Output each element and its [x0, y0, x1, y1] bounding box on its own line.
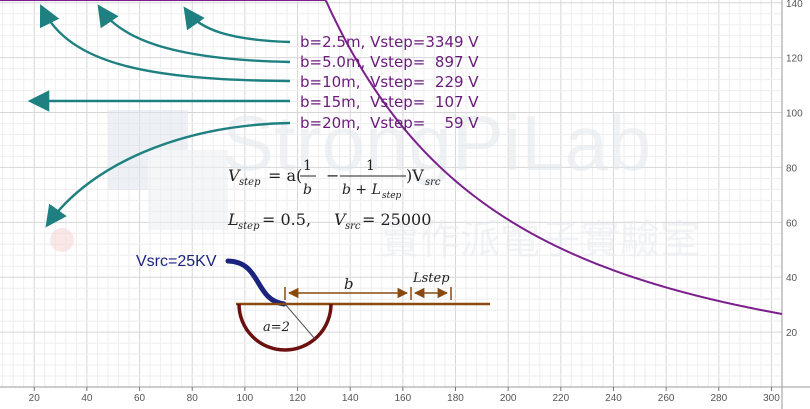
y-tick-label: 80	[786, 163, 798, 174]
y-tick-label: 100	[786, 109, 803, 120]
annotation-label: b=5.0m, Vstep= 897 V	[300, 53, 479, 71]
y-tick-label: 20	[786, 328, 798, 339]
watermark-title: StrongPiLab	[222, 99, 651, 187]
annotation-labels: b=2.5m, Vstep=3349 V b=5.0m, Vstep= 897 …	[300, 33, 479, 132]
formula-close: )V	[406, 166, 424, 185]
watermark-dot	[50, 228, 74, 252]
formula: V step = a( 1 b − 1 b + L step )V src	[228, 158, 441, 201]
formula-a-part: = a(	[268, 166, 302, 185]
x-tick-label: 260	[658, 393, 675, 404]
series-line	[0, 0, 783, 315]
formula-frac2-den-sub: step	[382, 191, 402, 201]
formula-frac1-num: 1	[303, 158, 312, 174]
annotation-label: b=2.5m, Vstep=3349 V	[300, 33, 479, 51]
vsrc-label: Vsrc=25KV	[136, 253, 217, 270]
y-tick-label: 60	[786, 218, 798, 229]
formula-frac1-den: b	[303, 182, 312, 198]
param-l-sub: step	[238, 221, 260, 232]
watermark-logo-block	[148, 150, 228, 230]
b-label: b	[344, 275, 354, 293]
y-tick-label: 120	[786, 54, 803, 65]
x-tick-label: 240	[605, 393, 622, 404]
x-tick-label: 300	[763, 393, 780, 404]
formula-frac2-den: b + L	[342, 182, 381, 198]
param-v-value: = 25000	[362, 210, 431, 229]
lstep-label: Lstep	[412, 271, 450, 286]
annotation-arrow	[97, 4, 291, 64]
x-tick-label: 220	[552, 393, 569, 404]
param-l: L	[227, 210, 239, 229]
x-tick-label: 140	[342, 393, 359, 404]
x-tick-label: 200	[500, 393, 517, 404]
x-tick-label: 160	[395, 393, 412, 404]
grounding-diagram: Vsrc=25KV a=2 b Lstep	[136, 253, 490, 352]
formula-minus: −	[326, 166, 339, 185]
formula-lhs: V	[228, 166, 241, 185]
formula-frac2-num: 1	[366, 158, 375, 174]
radius-label: a=2	[263, 320, 290, 335]
param-l-value: = 0.5,	[262, 210, 311, 229]
x-tick-label: 180	[447, 393, 464, 404]
param-v: V	[334, 210, 347, 229]
watermark: StrongPiLab 賣作派電子實驗室	[50, 99, 700, 262]
x-tick-label: 40	[81, 393, 93, 404]
annotation-label: b=20m, Vstep= 59 V	[300, 114, 479, 132]
annotation-label: b=10m, Vstep= 229 V	[300, 73, 479, 91]
radius-line	[284, 303, 316, 340]
x-tick-label: 280	[710, 393, 727, 404]
x-tick-label: 100	[237, 393, 254, 404]
hemisphere-electrode	[237, 303, 333, 352]
formula-close-sub: src	[425, 177, 441, 188]
x-tick-label: 80	[187, 393, 199, 404]
annotation-arrow	[39, 4, 291, 83]
formula-lhs-sub: step	[239, 177, 261, 188]
y-tick-label: 140	[786, 0, 803, 10]
x-axis: 20 40 60 80 100 120 140 160 180 200 220 240 260 280 30…	[29, 387, 780, 404]
x-tick-label: 20	[29, 393, 41, 404]
param-v-sub: src	[345, 221, 361, 232]
annotation-label: b=15m, Vstep= 107 V	[300, 93, 479, 111]
source-cable	[225, 258, 287, 307]
annotation-arrow	[183, 6, 291, 44]
x-tick-label: 120	[289, 393, 306, 404]
x-tick-label: 60	[134, 393, 146, 404]
parameters: L step = 0.5, V src = 25000	[227, 210, 431, 232]
watermark-subtitle: 賣作派電子實驗室	[380, 218, 700, 262]
annotation-arrow	[45, 121, 291, 228]
annotation-arrows	[27, 4, 291, 228]
y-tick-label: 40	[786, 273, 798, 284]
y-axis: 20 40 60 80 100 120 140	[786, 0, 803, 339]
